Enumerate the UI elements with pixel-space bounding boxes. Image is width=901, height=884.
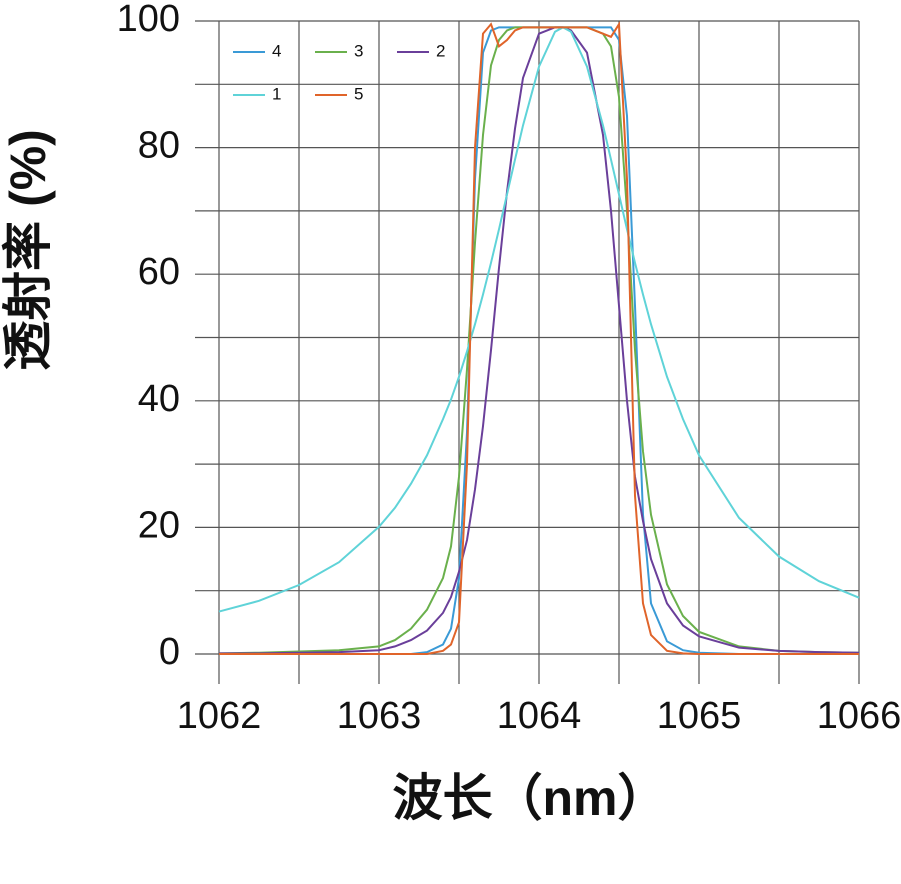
legend-label: 5	[354, 84, 363, 103]
y-tick-label: 20	[138, 504, 180, 546]
x-axis-title: 波长（nm）	[393, 770, 668, 826]
x-tick-label: 1064	[497, 695, 582, 737]
y-tick-label: 0	[159, 631, 180, 673]
x-tick-label: 1062	[177, 695, 262, 737]
x-tick-label: 1063	[337, 695, 422, 737]
legend-label: 2	[436, 41, 445, 60]
y-tick-label: 40	[138, 378, 180, 420]
x-tick-label: 1066	[817, 695, 901, 737]
y-axis-title: 透射率 (%)	[0, 129, 56, 371]
legend-label: 3	[354, 41, 363, 60]
y-tick-label: 60	[138, 251, 180, 293]
series-line	[219, 26, 860, 655]
y-tick-label: 100	[117, 0, 180, 40]
legend-label: 1	[272, 84, 281, 103]
y-tick-label: 80	[138, 125, 180, 167]
series-line	[219, 20, 859, 655]
legend-label: 4	[272, 41, 281, 60]
x-tick-label: 1065	[657, 695, 742, 737]
series-line	[218, 26, 860, 613]
